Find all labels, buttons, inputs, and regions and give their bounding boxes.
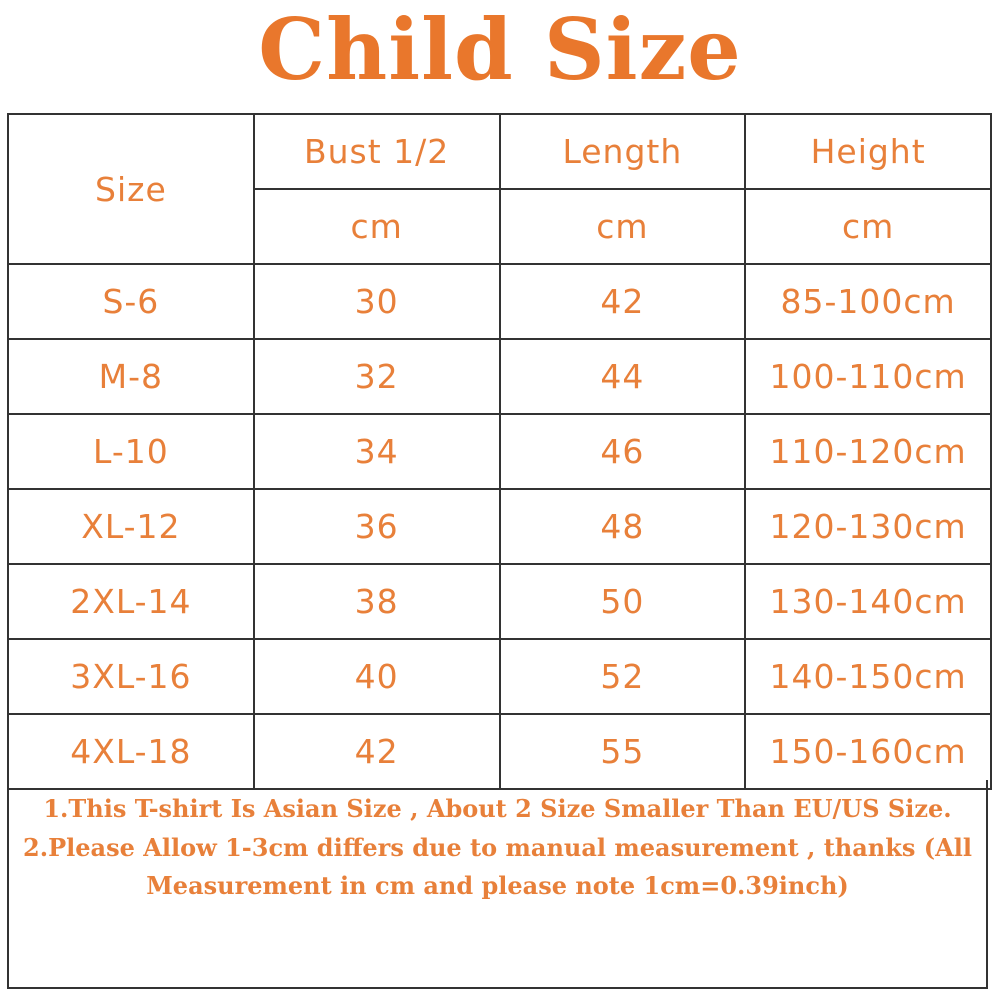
unit-row: cm cm cm xyxy=(8,188,992,265)
column-header: Height xyxy=(744,113,992,190)
table-row: 2XL-14 38 50 130-140cm xyxy=(7,563,992,640)
header-row: Size Bust 1/2 Length Height xyxy=(7,113,992,265)
value-cell: 34 xyxy=(252,413,501,490)
value-cell: 36 xyxy=(252,488,501,565)
page-title: Child Size xyxy=(258,0,742,99)
value-cell: 42 xyxy=(498,263,747,340)
value-cell: 140-150cm xyxy=(744,638,992,715)
table-row: L-10 34 46 110-120cm xyxy=(7,413,992,490)
size-cell: L-10 xyxy=(7,413,255,490)
size-chart-table: Size Bust 1/2 Length Height cm cm cm S-6… xyxy=(7,113,992,790)
value-cell: 44 xyxy=(498,338,747,415)
table-row: 4XL-18 42 55 150-160cm xyxy=(7,713,992,790)
unit-cell: cm xyxy=(744,188,992,265)
value-cell: 38 xyxy=(252,563,501,640)
table-row: XL-12 36 48 120-130cm xyxy=(7,488,992,565)
table-row: 3XL-16 40 52 140-150cm xyxy=(7,638,992,715)
size-cell: 4XL-18 xyxy=(7,713,255,790)
value-cell: 48 xyxy=(498,488,747,565)
size-cell: M-8 xyxy=(7,338,255,415)
column-header: Length xyxy=(498,113,747,190)
value-cell: 130-140cm xyxy=(744,563,992,640)
size-cell: S-6 xyxy=(7,263,255,340)
value-cell: 120-130cm xyxy=(744,488,992,565)
size-cell: 2XL-14 xyxy=(7,563,255,640)
size-cell: XL-12 xyxy=(7,488,255,565)
value-cell: 46 xyxy=(498,413,747,490)
table-row: M-8 32 44 100-110cm xyxy=(7,338,992,415)
unit-cell: cm xyxy=(252,188,501,265)
notes-box: 1.This T-shirt Is Asian Size , About 2 S… xyxy=(7,780,988,989)
column-header: Bust 1/2 xyxy=(252,113,501,190)
table-row: S-6 30 42 85-100cm xyxy=(7,263,992,340)
size-cell: 3XL-16 xyxy=(7,638,255,715)
value-cell: 50 xyxy=(498,563,747,640)
value-cell: 42 xyxy=(252,713,501,790)
value-cell: 32 xyxy=(252,338,501,415)
value-cell: 150-160cm xyxy=(744,713,992,790)
value-cell: 30 xyxy=(252,263,501,340)
value-cell: 100-110cm xyxy=(744,338,992,415)
size-header: Size xyxy=(7,113,255,265)
value-cell: 110-120cm xyxy=(744,413,992,490)
value-cell: 52 xyxy=(498,638,747,715)
note: 1.This T-shirt Is Asian Size , About 2 S… xyxy=(43,794,952,823)
note: 2.Please Allow 1-3cm differs due to manu… xyxy=(23,832,972,901)
value-cell: 55 xyxy=(498,713,747,790)
value-cell: 85-100cm xyxy=(744,263,992,340)
value-cell: 40 xyxy=(252,638,501,715)
unit-cell: cm xyxy=(498,188,747,265)
